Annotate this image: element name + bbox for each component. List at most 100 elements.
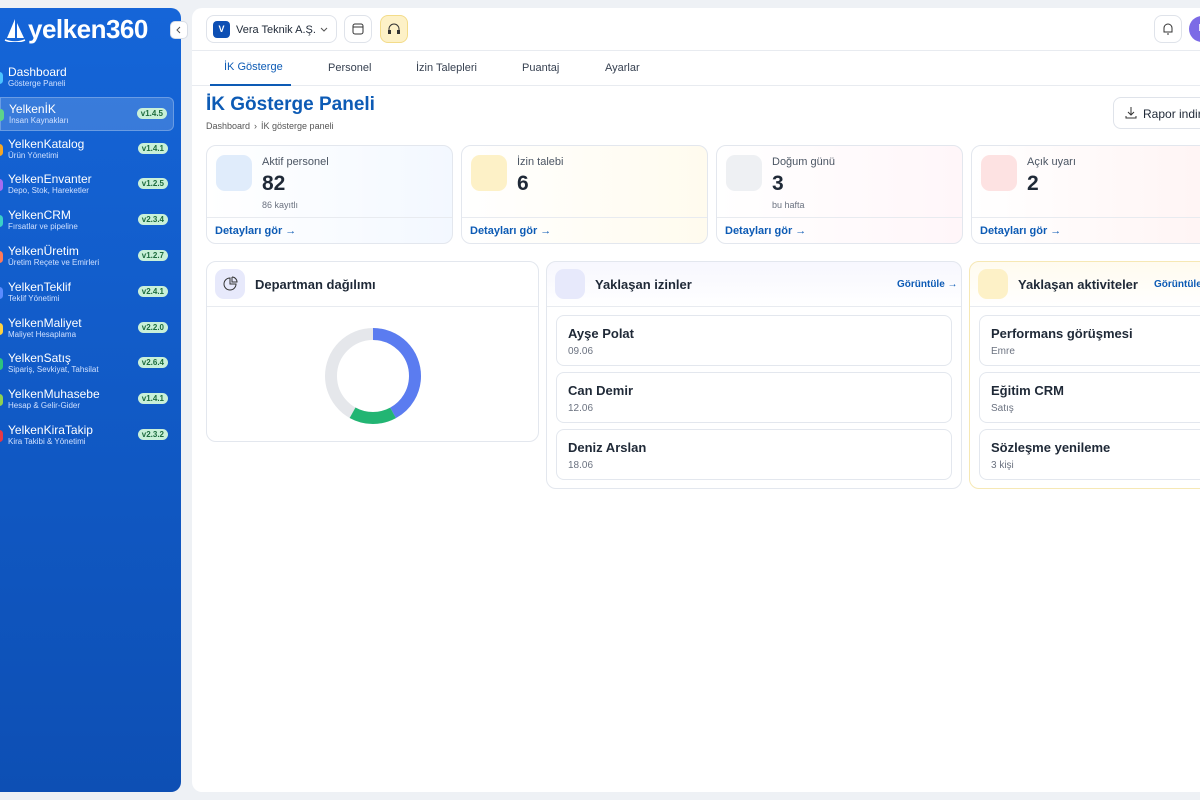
tab[interactable]: İzin Talepleri: [410, 51, 477, 86]
sidebar-item-name: YelkenİK: [9, 101, 56, 116]
sidebar-item-version: v1.4.5: [136, 107, 167, 119]
page-title: İK Gösterge Paneli: [206, 94, 375, 115]
topbar: V Vera Teknik A.Ş. D: [192, 8, 1200, 51]
breadcrumb: Dashboard › İK gösterge paneli: [206, 121, 334, 131]
download-button[interactable]: Rapor indir: [1113, 97, 1200, 129]
sidebar-marker: [0, 251, 3, 263]
divider: [207, 217, 452, 218]
divider: [972, 217, 1200, 218]
sidebar-item-subtitle: Gösterge Paneli: [8, 79, 66, 88]
list-item-title: Sözleşme yenileme: [991, 440, 1111, 455]
list-item-subtitle: 12.06: [568, 403, 594, 414]
sidebar-item-version: v1.4.1: [137, 393, 168, 405]
sidebar-marker: [0, 430, 3, 442]
stat-label: Açık uyarı: [1027, 156, 1076, 168]
brand: yelken360: [28, 14, 148, 44]
tab-label: İzin Talepleri: [416, 62, 477, 74]
sidebar-item-version: v1.2.7: [137, 250, 168, 261]
sidebar-item[interactable]: YelkenSatış Sipariş, Sevkiyat, Tahsilat v2…: [0, 347, 174, 381]
list-item-title: Can Demir: [568, 383, 634, 398]
stat-icon: [981, 155, 1017, 191]
sidebar-item[interactable]: YelkenİK İnsan Kaynakları v1.4.5: [0, 96, 174, 131]
divider: [717, 217, 962, 218]
breadcrumb-item[interactable]: Dashboard: [206, 121, 251, 131]
sidebar-item-version: v2.6.4: [137, 357, 168, 369]
sidebar-item[interactable]: YelkenKiraTakip Kira Takibi & Yönetimi v2.…: [0, 419, 174, 453]
panel-action[interactable]: Görüntüle →: [897, 279, 958, 290]
panel-action[interactable]: Görüntüle →: [1154, 279, 1200, 290]
stat-link[interactable]: Detayları gör →: [470, 225, 552, 237]
sidebar-marker: [0, 143, 3, 156]
stat-icon: [726, 155, 762, 191]
sidebar-marker: [0, 286, 3, 299]
sidebar-item[interactable]: YelkenMaliyet Maliyet Hesaplama v2.2.0: [0, 312, 174, 346]
list-item[interactable]: Deniz Arslan 18.06: [556, 429, 952, 480]
sidebar-item[interactable]: YelkenÜretim Üretim Reçete ve Emirleri v1.…: [0, 240, 174, 274]
sidebar-item-subtitle: Depo, Stok, Hareketler: [8, 186, 89, 196]
stat-note: 86 kayıtlı: [262, 200, 299, 210]
list-item[interactable]: Performans görüşmesi Emre: [979, 315, 1200, 366]
calendar-button[interactable]: [344, 15, 372, 43]
list-item[interactable]: Can Demir 12.06: [556, 372, 952, 423]
sidebar: yelken360 Dashboard Gösterge Paneli Yelken…: [0, 8, 181, 792]
sidebar-item-subtitle: Üretim Reçete ve Emirleri: [8, 258, 100, 267]
stat-link[interactable]: Detayları gör →: [980, 225, 1062, 237]
list-item[interactable]: Sözleşme yenileme 3 kişi: [979, 429, 1200, 480]
sidebar-item-version: v1.4.1: [137, 142, 168, 154]
sidebar-item-version: v1.2.5: [137, 178, 168, 190]
sidebar-marker: [0, 108, 4, 121]
sidebar-item[interactable]: YelkenTeklif Teklif Yönetimi v2.4.1: [0, 276, 174, 310]
sidebar-item-name: YelkenMuhasebe: [8, 387, 100, 402]
avatar[interactable]: D: [1189, 16, 1200, 42]
tab[interactable]: Ayarlar: [599, 51, 640, 86]
main: V Vera Teknik A.Ş. D İK Gösterge Personel…: [192, 8, 1200, 792]
list-item[interactable]: Eğitim CRM Satış: [979, 372, 1200, 423]
panel-title: Yaklaşan izinler: [595, 277, 692, 292]
sidebar-item-version: v2.4.1: [137, 285, 168, 297]
tabs: İK Gösterge Personel İzin Talepleri Puantaj…: [192, 51, 1200, 86]
stat-value: 3: [772, 172, 784, 195]
support-button[interactable]: [380, 15, 408, 43]
sidebar-item-name: YelkenKiraTakip: [8, 423, 93, 437]
company-select[interactable]: V Vera Teknik A.Ş.: [206, 15, 337, 43]
sidebar-item[interactable]: Dashboard Gösterge Paneli: [0, 61, 174, 95]
sidebar-item-name: YelkenCRM: [8, 208, 71, 223]
list-item-subtitle: 18.06: [568, 460, 594, 471]
sidebar-marker: [0, 179, 3, 192]
tab-label: Puantaj: [522, 62, 560, 74]
tab[interactable]: Puantaj: [516, 51, 559, 86]
download-label: Rapor indir: [1143, 107, 1200, 121]
list-item-subtitle: 3 kişi: [991, 460, 1014, 471]
panel-header: Departman dağılımı: [207, 262, 538, 307]
stat-label: Aktif personel: [262, 156, 329, 168]
tab-label: Ayarlar: [605, 62, 640, 74]
activities-panel: Yaklaşan aktiviteler Görüntüle → Performan…: [969, 261, 1200, 489]
donut-chart: [325, 328, 421, 424]
list-item-subtitle: 09.06: [568, 346, 594, 357]
sidebar-item-subtitle: Hesap & Gelir-Gider: [8, 401, 81, 411]
collapse-button[interactable]: [170, 21, 188, 39]
tab[interactable]: Personel: [322, 51, 371, 86]
sidebar-item-name: YelkenSatış: [8, 351, 71, 366]
sidebar-item-subtitle: Ürün Yönetimi: [8, 150, 59, 160]
notification-button[interactable]: [1154, 15, 1182, 43]
stat-card: Açık uyarı 2 Detayları gör →: [971, 145, 1200, 244]
sidebar-item[interactable]: YelkenKatalog Ürün Yönetimi v1.4.1: [0, 133, 174, 167]
panel-icon: [978, 269, 1008, 299]
panel-icon: [215, 269, 245, 299]
stat-icon: [471, 155, 507, 191]
stat-link[interactable]: Detayları gör →: [215, 225, 297, 237]
list-item[interactable]: Ayşe Polat 09.06: [556, 315, 952, 366]
sidebar-item[interactable]: YelkenCRM Fırsatlar ve pipeline v2.3.4: [0, 204, 174, 238]
panel-header: Yaklaşan aktiviteler Görüntüle →: [970, 262, 1200, 307]
sidebar-item-name: YelkenTeklif: [8, 279, 71, 294]
sidebar-marker: [0, 215, 3, 228]
stat-link[interactable]: Detayları gör →: [725, 225, 807, 237]
breadcrumb-separator: ›: [254, 121, 258, 131]
sidebar-item[interactable]: YelkenEnvanter Depo, Stok, Hareketler v1.2…: [0, 168, 174, 202]
sidebar-item-subtitle: Fırsatlar ve pipeline: [8, 222, 78, 232]
tab[interactable]: İK Gösterge: [210, 51, 291, 86]
sidebar-item[interactable]: YelkenMuhasebe Hesap & Gelir-Gider v1.4.1: [0, 383, 174, 417]
